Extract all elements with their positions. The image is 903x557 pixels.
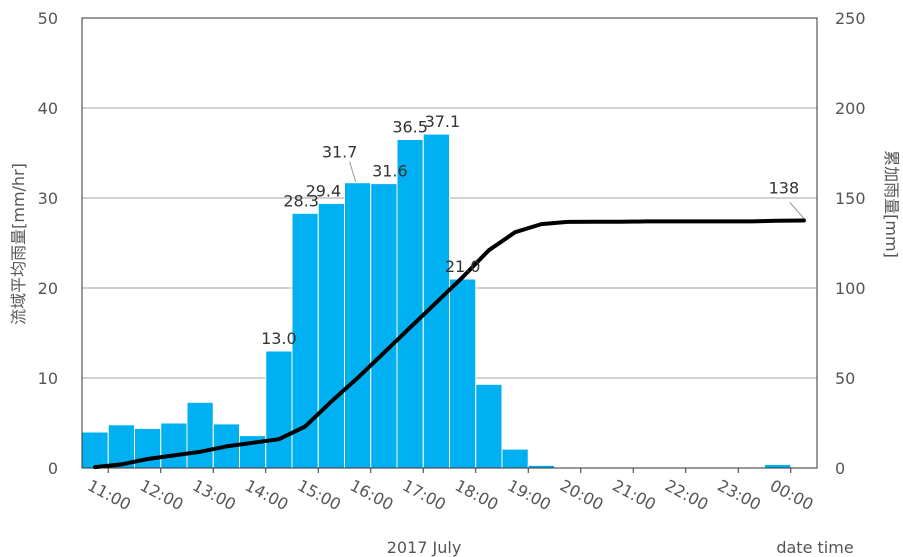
rainfall-bar [265,350,293,469]
bar-data-labels: 13.0 28.329.4 31.7 31.6 36.537.1 21.0 [261,112,480,348]
bar-data-label: 31.6 [372,162,408,181]
x-axis-ticks: 11:00 12:00 13:00 14:00 15:00 16:00 17:00 18:00… [84,468,817,514]
x-tick-label: 16:00 [347,476,397,514]
y-tick-label-right: 0 [835,459,845,478]
rainfall-bar [396,139,424,469]
x-tick-label: 11:00 [84,476,134,514]
cumulative-rainfall-line-group: 138 [93,179,806,470]
x-axis-title: 2017 July [387,538,462,557]
x-tick-label: 13:00 [189,476,239,514]
x-axis-unit-label: date time [776,538,853,557]
rainfall-bar [81,431,109,469]
rainfall-bar [344,182,372,469]
bar-data-label: 28.3 [283,191,319,210]
rainfall-bar [186,401,214,469]
bar-data-label: 31.7 [322,143,358,162]
right-axis-ticks: 0 50 100 150 200 250 [835,9,866,478]
y-tick-label-right: 50 [835,369,855,388]
x-tick-label: 12:00 [137,476,187,514]
bar-data-label: 21.0 [445,257,481,276]
x-tick-label: 15:00 [294,476,344,514]
rainfall-bar [160,422,188,469]
plot-frame [81,17,818,469]
y-tick-label-right: 100 [835,279,866,298]
left-axis-ticks: 0 10 20 30 40 50 [38,9,58,478]
y-tick-label-left: 40 [38,99,58,118]
bar-data-label: 36.5 [392,118,428,137]
y-tick-label-left: 20 [38,279,58,298]
bar-data-label: 29.4 [306,181,342,200]
x-tick-label: 22:00 [662,476,712,514]
rainfall-bar [370,183,398,469]
y-tick-label-left: 0 [48,459,58,478]
x-tick-label: 23:00 [714,476,764,514]
x-tick-label: 19:00 [504,476,554,514]
y-tick-label-right: 150 [835,189,866,208]
y-axis-left-title: 流域平均雨量[mm/hr] [9,163,28,325]
cumulative-rainfall-line [93,218,806,470]
cumulative-end-label: 138 [769,179,800,198]
x-tick-label: 14:00 [242,476,292,514]
rainfall-bar [764,463,792,469]
y-tick-label-right: 250 [835,9,866,28]
y-tick-label-right: 200 [835,99,866,118]
x-tick-label: 00:00 [767,476,817,514]
y-tick-label-left: 50 [38,9,58,28]
cumulative-end-leader [789,202,805,219]
x-tick-label: 20:00 [557,476,607,514]
bar-data-label: 13.0 [261,329,297,348]
rainfall-bar [501,448,529,469]
x-tick-label: 18:00 [452,476,502,514]
y-axis-right-title: 累加雨量[mm] [882,150,901,258]
x-tick-label: 21:00 [609,476,659,514]
y-tick-label-left: 10 [38,369,58,388]
x-tick-label: 17:00 [399,476,449,514]
y-tick-label-left: 30 [38,189,58,208]
rainfall-bar [317,202,345,469]
data-label-leader [349,161,357,182]
rainfall-bar [475,383,503,469]
rainfall-bar [449,278,477,469]
bar-data-label: 37.1 [425,112,461,131]
